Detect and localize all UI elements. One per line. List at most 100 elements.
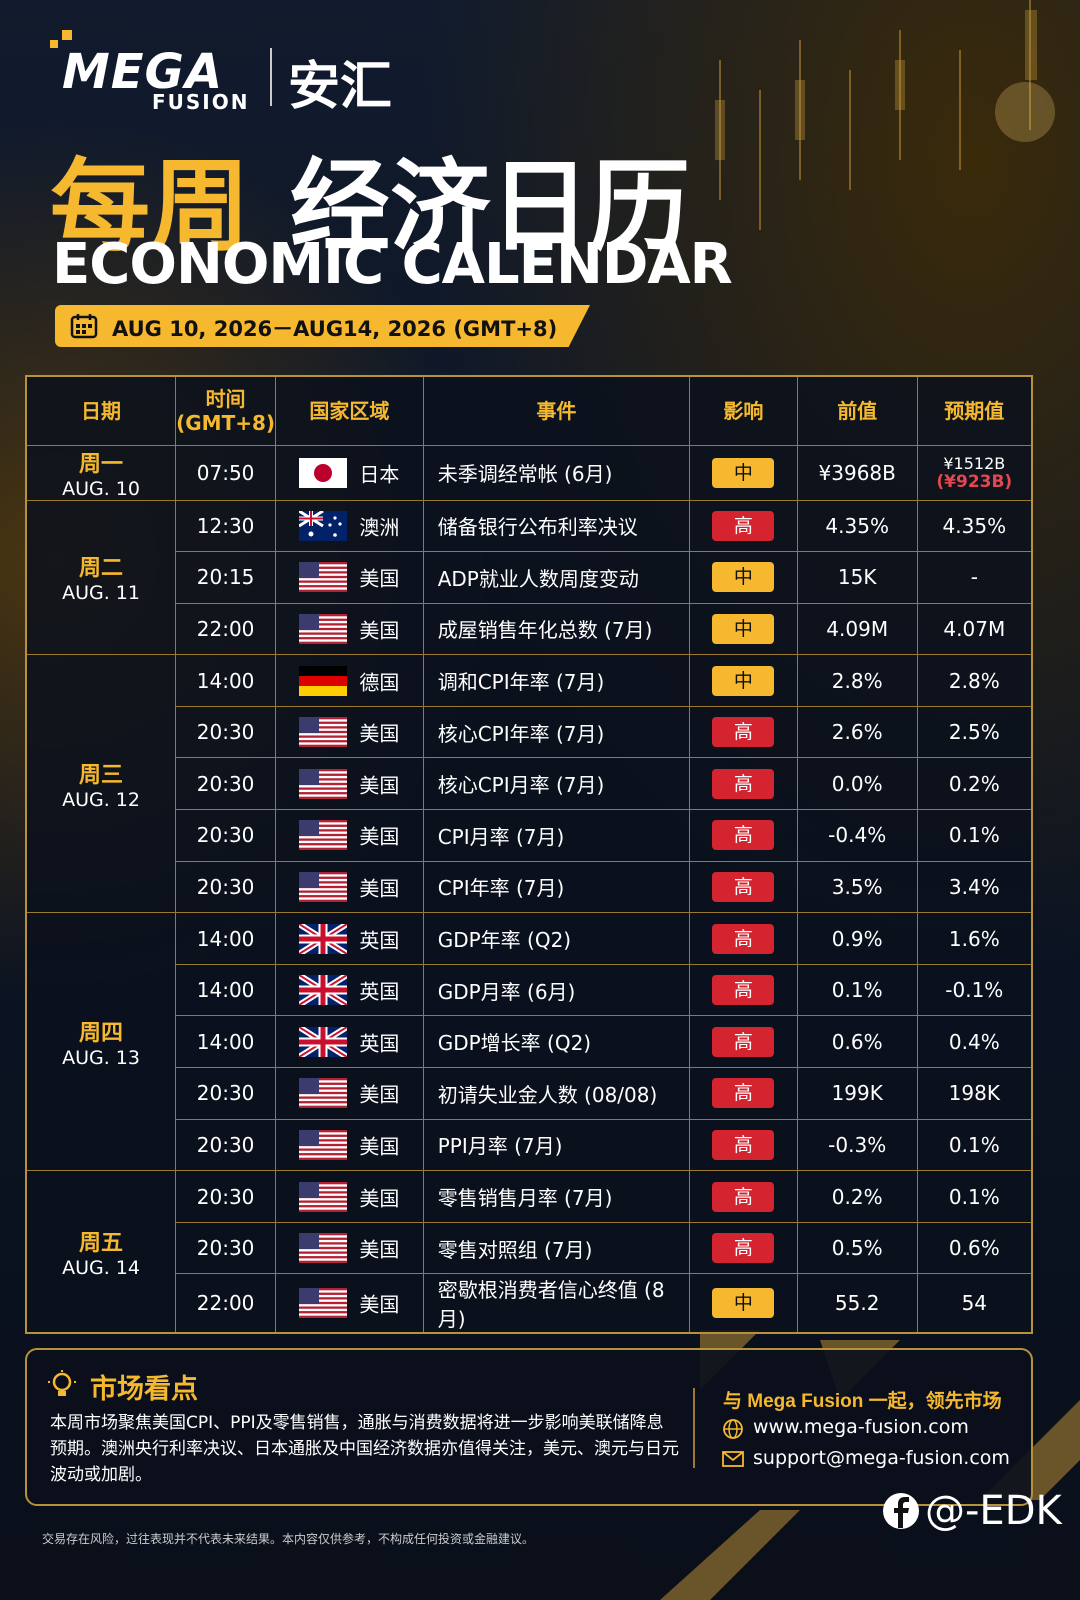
previous-value: 15K — [796, 551, 918, 604]
country-cell: 美国 — [275, 705, 424, 759]
column-header: 日期 — [25, 375, 177, 446]
forecast-cell: -0.1% — [916, 963, 1033, 1017]
day-date: AUG. 11 — [62, 582, 140, 605]
day-date: AUG. 12 — [62, 788, 140, 811]
impact-badge: 中 — [712, 1288, 775, 1319]
day-cell: 周五 AUG. 14 — [25, 1170, 177, 1334]
previous-value: 3.5% — [796, 860, 918, 914]
previous-value: -0.3% — [796, 1118, 918, 1172]
disclaimer: 交易存在风险，过往表现并不代表未来结果。本内容仅供参考，不构成任何投资或金融建议… — [42, 1532, 535, 1546]
day-cell: 周二 AUG. 11 — [25, 499, 177, 656]
forecast-revised: (¥923B) — [936, 471, 1013, 492]
impact-badge: 中 — [712, 457, 775, 488]
event-time: 20:30 — [175, 705, 277, 759]
event-row: 20:30 美国 CPI年率 (7月) 高 3.5% 3.4% — [26, 860, 1033, 914]
previous-value: 0.5% — [796, 1221, 918, 1275]
forecast-cell: 2.5% — [916, 705, 1033, 759]
event-time: 20:15 — [175, 551, 277, 604]
event-name: 核心CPI年率 (7月) — [422, 705, 690, 759]
day-name: 周二 — [79, 556, 124, 582]
event-time: 20:30 — [175, 757, 277, 811]
flag — [297, 921, 349, 957]
country-name: 美国 — [359, 1237, 400, 1262]
event-time: 14:00 — [175, 912, 277, 965]
logo-sub: FUSION — [152, 90, 250, 114]
previous-value: 0.2% — [796, 1170, 918, 1223]
country-name: 美国 — [359, 876, 400, 901]
flag — [299, 1078, 348, 1109]
event-name: 初请失业金人数 (08/08) — [422, 1067, 690, 1120]
event-row: 20:30 美国 零售对照组 (7月) 高 0.5% 0.6% — [26, 1221, 1033, 1275]
event-time: 22:00 — [175, 1273, 277, 1334]
impact-cell: 高 — [688, 705, 798, 759]
forecast-value: 0.1% — [948, 1184, 1000, 1209]
country-cell: 美国 — [275, 1170, 424, 1223]
forecast-value: 2.8% — [948, 668, 1000, 693]
country-cell: 美国 — [275, 1221, 424, 1275]
flag — [299, 665, 348, 696]
country-name: 美国 — [359, 566, 400, 591]
flag — [298, 509, 348, 541]
day-name: 周四 — [79, 1020, 124, 1046]
header-row: 日期 时间 (GMT+8) 国家区域 事件 影响 前值 预期值 — [25, 375, 1033, 446]
impact-cell: 中 — [688, 602, 798, 656]
day-cell: 周四 AUG. 13 — [25, 912, 177, 1172]
time-zone: (GMT+8) — [176, 410, 276, 435]
event-name: GDP年率 (Q2) — [422, 912, 690, 965]
previous-value: 55.2 — [796, 1273, 918, 1334]
forecast-value: 2.5% — [948, 720, 1000, 745]
outlook-body: 本周市场聚焦美国CPI、PPI及零售销售，通胀与消费数据将进一步影响美联储降息预… — [50, 1413, 679, 1485]
country-cell: 美国 — [275, 757, 424, 811]
column-header-text: 事件 — [536, 398, 577, 423]
event-time: 20:30 — [175, 1118, 277, 1172]
day-date: AUG. 14 — [62, 1256, 140, 1279]
email[interactable]: support@mega-fusion.com — [753, 1447, 1010, 1469]
previous-value: -0.4% — [796, 809, 918, 862]
event-time: 20:30 — [175, 860, 277, 914]
event-time: 20:30 — [175, 809, 277, 862]
day-name: 周五 — [79, 1230, 124, 1256]
impact-cell: 高 — [688, 963, 798, 1017]
forecast-value: 198K — [948, 1081, 1000, 1106]
country-name: 澳洲 — [359, 515, 400, 540]
impact-cell: 中 — [688, 551, 798, 604]
event-time: 07:50 — [175, 444, 277, 501]
title-english: ECONOMIC CALENDAR — [52, 232, 733, 297]
impact-cell: 中 — [688, 654, 798, 707]
impact-cell: 中 — [688, 444, 798, 501]
country-name: 美国 — [359, 1134, 400, 1159]
country-name: 英国 — [359, 1031, 400, 1056]
forecast-value: - — [970, 565, 978, 590]
event-name: GDP增长率 (Q2) — [422, 1015, 690, 1069]
event-row: 周五 AUG. 14 20:30 美国 零售销售月率 (7月) 高 0.2% 0.1% — [25, 1170, 1033, 1334]
forecast-value: 54 — [961, 1291, 988, 1316]
event-row: 周四 AUG. 13 14:00 英国 GDP年率 (Q2) 高 0.9% 1.6% — [25, 912, 1033, 1172]
column-header: 影响 — [688, 375, 798, 446]
previous-value: 4.35% — [796, 499, 918, 553]
column-header-text: 日期 — [81, 398, 122, 423]
column-header-text: 影响 — [723, 398, 764, 423]
column-header: 预期值 — [916, 375, 1033, 446]
forecast-cell: 3.4% — [916, 860, 1033, 914]
forecast-cell: 0.1% — [916, 1170, 1033, 1223]
event-name: 调和CPI年率 (7月) — [422, 654, 690, 707]
website[interactable]: www.mega-fusion.com — [753, 1416, 969, 1438]
forecast-cell: 0.2% — [916, 757, 1033, 811]
logo-brand: MEGA — [62, 44, 224, 100]
day-date: AUG. 10 — [62, 477, 140, 500]
impact-badge: 高 — [712, 923, 775, 954]
event-row: 周三 AUG. 12 14:00 德国 调和CPI年率 (7月) 中 2.8% 2.8% — [25, 654, 1033, 914]
previous-value: ¥3968B — [796, 444, 918, 501]
forecast-value: 0.1% — [948, 1132, 1000, 1157]
event-time: 14:00 — [175, 963, 277, 1017]
forecast-value: 1.6% — [948, 926, 1000, 951]
event-name: 核心CPI月率 (7月) — [422, 757, 690, 811]
event-row: 20:30 美国 核心CPI月率 (7月) 高 0.0% 0.2% — [26, 757, 1033, 811]
country-name: 美国 — [359, 1292, 400, 1317]
column-header: 时间 (GMT+8) — [175, 375, 277, 446]
impact-badge: 中 — [712, 665, 775, 696]
event-row: 周一 AUG. 10 07:50 日本 未季调经常帐 (6月) 中 ¥3968B ¥1512B… — [25, 444, 1033, 501]
forecast-cell: 2.8% — [916, 654, 1033, 707]
forecast-cell: - — [916, 551, 1033, 604]
